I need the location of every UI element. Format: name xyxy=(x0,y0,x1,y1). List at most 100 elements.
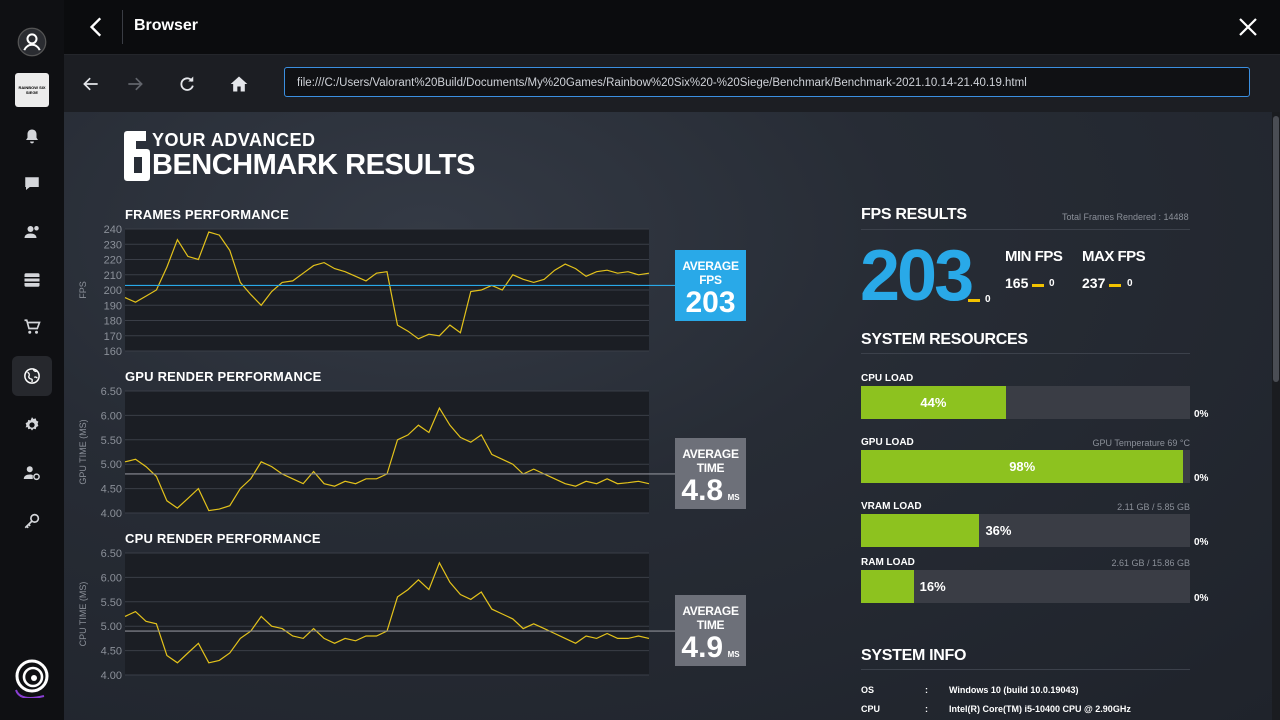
nav-home-button[interactable] xyxy=(226,71,252,97)
scrollbar-thumb[interactable] xyxy=(1273,116,1279,382)
fps-y-tick-label: 200 xyxy=(104,285,122,297)
account-gear-icon xyxy=(23,466,40,481)
friends-button[interactable] xyxy=(12,212,52,252)
average-fps-box: AVERAGE FPS 203 xyxy=(675,250,746,321)
settings-button[interactable] xyxy=(12,405,52,445)
gpu-y-tick-label: 4.50 xyxy=(101,484,122,496)
average-fps-big: 203 xyxy=(860,236,974,316)
chevron-left-icon xyxy=(89,17,102,37)
gpu-plot-area xyxy=(125,391,649,513)
cpu-y-tick-label: 5.00 xyxy=(101,621,122,633)
sidebar: RAINBOW SIX SIEGE xyxy=(0,0,64,720)
activation-key-button[interactable] xyxy=(12,501,52,541)
gpu-y-axis-label: GPU TIME (MS) xyxy=(78,419,88,484)
fps-y-tick-label: 230 xyxy=(104,239,122,251)
gear-icon xyxy=(25,417,39,431)
fps-y-tick-label: 160 xyxy=(104,346,122,358)
fps-y-tick-label: 180 xyxy=(104,316,122,328)
min-fps-value: 165 xyxy=(1005,275,1029,291)
bell-icon xyxy=(26,129,38,144)
ubisoft-swirl-icon xyxy=(15,659,49,699)
frames-chart-title: FRAMES PERFORMANCE xyxy=(125,207,289,222)
library-button[interactable] xyxy=(12,260,52,300)
reload-icon xyxy=(180,76,194,91)
heading-small: YOUR ADVANCED xyxy=(152,130,316,150)
min-fps-delta: 0 xyxy=(1049,278,1055,289)
notifications-button[interactable] xyxy=(12,117,52,157)
browser-button[interactable] xyxy=(12,356,52,396)
cpu-chart-title: CPU RENDER PERFORMANCE xyxy=(125,531,321,546)
cpu-load-value: 44% xyxy=(920,395,947,410)
info-cpu-sep: : xyxy=(925,704,928,714)
vram-load-bar: 36% xyxy=(861,514,1190,547)
cpu-y-tick-label: 5.50 xyxy=(101,597,122,609)
cpu-load-delta: 0% xyxy=(1194,409,1209,420)
system-info-title: SYSTEM INFO xyxy=(861,647,967,664)
library-icon xyxy=(24,273,40,287)
ram-load-delta: 0% xyxy=(1194,593,1209,604)
average-gpu-time-label: AVERAGE TIME xyxy=(682,447,739,475)
gpu-y-tick-label: 5.50 xyxy=(101,435,122,447)
average-gpu-time-value: 4.8 xyxy=(681,474,724,507)
page-scrollbar[interactable] xyxy=(1272,112,1280,720)
vram-load-delta: 0% xyxy=(1194,537,1209,548)
profile-button[interactable] xyxy=(12,22,52,62)
nav-reload-button[interactable] xyxy=(174,71,200,97)
vram-load-detail: 2.11 GB / 5.85 GB xyxy=(1117,502,1190,512)
ram-load-bar-fill xyxy=(861,570,914,603)
window-title: Browser xyxy=(134,17,199,34)
close-icon xyxy=(1239,18,1257,36)
fps-y-axis-label: FPS xyxy=(78,281,88,299)
window-back-button[interactable] xyxy=(84,14,110,40)
max-fps-delta: 0 xyxy=(1127,278,1133,289)
system-info-divider xyxy=(861,669,1190,670)
system-resources-divider xyxy=(861,353,1190,354)
ubisoft-logo[interactable] xyxy=(14,656,50,699)
nav-forward-button[interactable] xyxy=(122,71,148,97)
average-fps-value: 203 xyxy=(685,286,736,319)
game-tile-button[interactable]: RAINBOW SIX SIEGE xyxy=(12,70,52,110)
max-fps-label: MAX FPS xyxy=(1082,248,1146,265)
max-delta-bar xyxy=(1109,284,1121,287)
ram-load-label: RAM LOAD xyxy=(861,557,915,568)
gpu-y-tick-label: 4.00 xyxy=(101,508,122,520)
url-bar[interactable]: file:///C:/Users/Valorant%20Build/Docume… xyxy=(284,67,1250,97)
gpu-load-label: GPU LOAD xyxy=(861,437,914,448)
cpu-load-bar: 44% xyxy=(861,386,1190,419)
info-os-key: OS xyxy=(861,685,875,695)
ram-load-bar: 16% xyxy=(861,570,1190,603)
cart-icon xyxy=(24,319,41,334)
gpu-y-tick-label: 6.50 xyxy=(101,386,122,398)
average-cpu-time-box: AVERAGE TIME 4.9 MS xyxy=(675,595,746,666)
gpu-load-bar-fill xyxy=(861,450,1184,483)
ram-load-value: 16% xyxy=(919,579,946,594)
average-delta-bar xyxy=(968,299,980,302)
performance-charts: 160 170 180 190 200 210 220 230 240 FPS 4.00 4.50 5.… xyxy=(78,224,675,682)
gpu-load-value: 98% xyxy=(1009,459,1036,474)
title-bar: Browser xyxy=(64,0,1280,55)
vram-load-bar-fill xyxy=(861,514,980,547)
heading-big: BENCHMARK RESULTS xyxy=(152,149,475,181)
gpu-load-delta: 0% xyxy=(1194,473,1209,484)
vram-load-label: VRAM LOAD xyxy=(861,501,922,512)
close-button[interactable] xyxy=(1236,15,1260,39)
ram-load-detail: 2.61 GB / 15.86 GB xyxy=(1111,558,1190,568)
store-button[interactable] xyxy=(12,307,52,347)
fps-chart: 160 170 180 190 200 210 220 230 240 FPS xyxy=(78,224,675,358)
account-settings-button[interactable] xyxy=(12,453,52,493)
user-icon xyxy=(17,27,47,57)
info-os-sep: : xyxy=(925,685,928,695)
nav-back-button[interactable] xyxy=(78,71,104,97)
rainbow-six-logo-icon: 6 xyxy=(124,131,150,181)
gpu-y-tick-label: 6.00 xyxy=(101,410,122,422)
gpu-y-tick-label: 5.00 xyxy=(101,459,122,471)
gpu-load-detail: GPU Temperature 69 °C xyxy=(1092,438,1190,448)
browser-nav-bar: file:///C:/Users/Valorant%20Build/Docume… xyxy=(64,55,1280,112)
average-gpu-time-box: AVERAGE TIME 4.8 MS xyxy=(675,438,746,509)
cpu-y-tick-label: 4.50 xyxy=(101,646,122,658)
chat-button[interactable] xyxy=(12,164,52,204)
benchmark-page: 6 YOUR ADVANCED BENCHMARK RESULTS FRAMES… xyxy=(64,112,1272,720)
cpu-load-label: CPU LOAD xyxy=(861,373,914,384)
chat-icon xyxy=(25,177,39,190)
total-frames-rendered: Total Frames Rendered : 14488 xyxy=(1062,212,1189,222)
